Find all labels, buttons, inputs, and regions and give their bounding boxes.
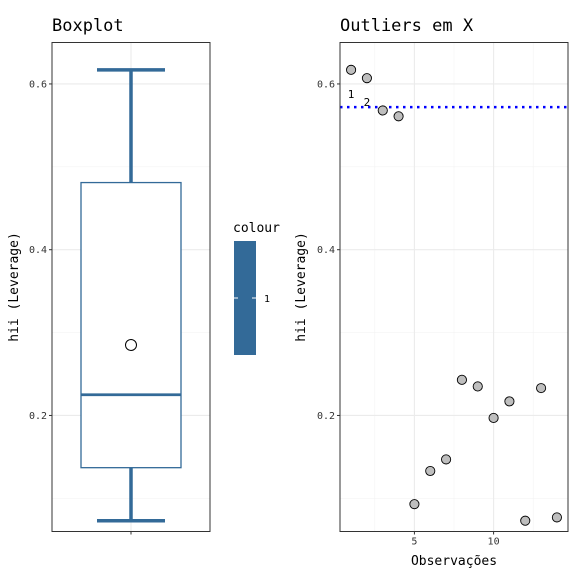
boxplot-marks <box>80 68 182 523</box>
boxplot-axes: 0.2 0.4 0.6 <box>29 79 132 535</box>
legend-color-swatch <box>234 241 256 355</box>
boxplot-y-tick-label-1: 0.4 <box>29 245 47 256</box>
scatter-y-tick-label-0: 0.2 <box>317 411 335 422</box>
boxplot-panel: Boxplot 0.2 0.4 0.6 hii (Leverage) <box>7 16 211 535</box>
scatter-point-label-1: 1 <box>348 88 355 101</box>
scatter-point-8 <box>456 374 467 385</box>
scatter-panel: Outliers em X 12 0.2 0.4 0.6 5 10 hii (Lever… <box>294 16 569 569</box>
scatter-point-3 <box>377 105 388 116</box>
boxplot-y-tick-label-0: 0.2 <box>29 411 47 422</box>
scatter-y-axis-title: hii (Leverage) <box>294 232 309 342</box>
scatter-point-10 <box>488 412 499 424</box>
scatter-point-13 <box>536 383 547 394</box>
scatter-axes: 0.2 0.4 0.6 5 10 <box>317 79 500 547</box>
scatter-x-tick-label-1: 10 <box>488 537 500 548</box>
scatter-point-label-2: 2 <box>364 96 371 109</box>
scatter-y-tick-label-1: 0.4 <box>317 245 335 256</box>
scatter-point-6 <box>425 465 436 477</box>
boxplot-mean-point <box>125 339 137 352</box>
scatter-point-4 <box>393 111 404 122</box>
scatter-gridlines <box>340 42 568 532</box>
legend: colour 1 <box>233 221 280 355</box>
scatter-point-11 <box>504 396 515 407</box>
scatter-x-axis-title: Observações <box>411 554 497 569</box>
scatter-panel-border <box>339 42 569 532</box>
scatter-point-9 <box>472 381 483 392</box>
scatter-title: Outliers em X <box>340 16 474 36</box>
scatter-point-2 <box>361 73 372 84</box>
legend-title: colour <box>233 221 280 236</box>
scatter-marks: 12 <box>340 64 568 526</box>
scatter-point-1 <box>346 64 357 75</box>
boxplot-y-tick-label-2: 0.6 <box>29 79 47 90</box>
scatter-point-5 <box>409 499 420 510</box>
scatter-y-tick-label-2: 0.6 <box>317 79 335 90</box>
scatter-point-12 <box>520 515 531 526</box>
boxplot-y-axis-title: hii (Leverage) <box>7 232 22 342</box>
boxplot-title: Boxplot <box>52 16 124 36</box>
scatter-point-7 <box>441 454 452 465</box>
legend-label: 1 <box>264 294 270 305</box>
scatter-x-tick-label-0: 5 <box>411 537 417 548</box>
scatter-point-14 <box>551 512 562 523</box>
boxplot-box <box>80 181 182 469</box>
